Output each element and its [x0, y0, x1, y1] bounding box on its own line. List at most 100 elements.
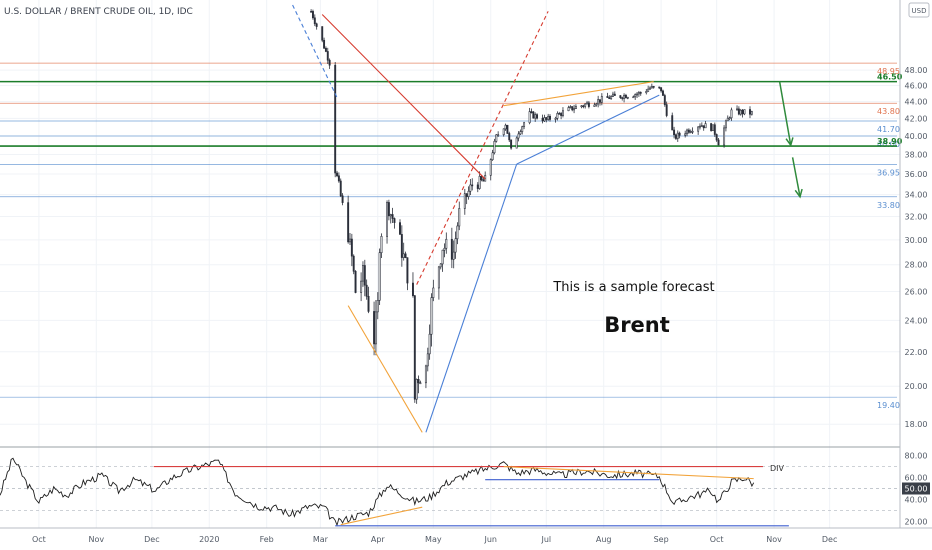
candle	[673, 126, 676, 139]
candle	[726, 115, 729, 122]
candle	[606, 92, 609, 98]
candle	[711, 124, 714, 131]
candle	[411, 272, 414, 298]
candle	[724, 119, 727, 132]
candle	[313, 14, 316, 27]
candle	[365, 279, 368, 300]
candle	[623, 93, 626, 103]
candle	[530, 108, 533, 114]
candle	[736, 105, 739, 111]
candle	[743, 109, 746, 116]
candle	[528, 107, 531, 125]
candle	[404, 251, 407, 259]
candle	[619, 95, 622, 99]
candle	[508, 131, 511, 143]
candle	[311, 9, 314, 20]
candle	[671, 112, 674, 131]
candle	[328, 58, 331, 69]
candle	[323, 37, 326, 49]
candle	[469, 179, 472, 196]
candle	[497, 131, 500, 137]
candle	[691, 127, 694, 134]
candle	[502, 128, 505, 137]
candle	[637, 90, 640, 97]
candle	[519, 129, 522, 136]
candle	[624, 93, 627, 99]
candle	[634, 93, 637, 100]
trend-line	[347, 305, 423, 433]
candle	[393, 217, 396, 229]
level-label: 38.90	[877, 137, 903, 146]
candle	[463, 188, 466, 215]
candle	[674, 133, 677, 141]
candle	[737, 106, 740, 116]
forecast-arrow	[791, 157, 803, 199]
candle	[506, 124, 509, 134]
rsi-trend-line	[503, 466, 754, 480]
candle	[730, 107, 733, 121]
y-tick-label: 36.00	[905, 170, 928, 179]
candle	[713, 122, 716, 137]
candle	[661, 89, 664, 96]
candle	[608, 95, 611, 100]
y-tick-label: 26.00	[905, 287, 928, 296]
chart-title: U.S. DOLLAR / BRENT CRUDE OIL, 1D, IDC	[4, 7, 193, 17]
candle	[595, 102, 598, 107]
candle	[467, 186, 470, 200]
candle	[749, 106, 751, 119]
time-axis: Oct Nov Dec 2020 Feb Mar Apr May Jun Jul Aug Sep Oct…	[32, 535, 837, 544]
candle	[454, 231, 457, 259]
candle	[574, 104, 577, 109]
candle	[367, 286, 370, 314]
y-tick-label: 46.00	[905, 82, 928, 91]
candle	[510, 139, 513, 150]
candle	[399, 219, 401, 235]
candle	[352, 254, 355, 275]
candle	[361, 261, 364, 287]
candle	[360, 272, 363, 302]
candle	[484, 171, 487, 182]
candle	[337, 172, 340, 183]
y-tick-label: 18.00	[905, 420, 928, 429]
candle	[699, 123, 701, 130]
candle	[567, 105, 570, 112]
candle	[687, 128, 690, 134]
candle	[665, 101, 668, 118]
x-tick-label: Nov	[766, 535, 782, 544]
y-tick-label: 44.00	[905, 98, 928, 107]
level-label: 46.50	[877, 73, 903, 82]
grid	[0, 0, 900, 528]
y-tick-label: 24.00	[905, 316, 928, 325]
candle	[339, 178, 342, 198]
currency-button[interactable]: USD	[908, 2, 930, 18]
candle	[723, 125, 726, 148]
candle	[386, 200, 389, 244]
candle	[354, 270, 357, 294]
candle	[561, 107, 564, 118]
candle	[450, 227, 453, 269]
x-tick-label: Oct	[710, 535, 724, 544]
candle	[326, 47, 329, 64]
candle	[584, 103, 587, 109]
y-tick-label: 22.00	[905, 348, 928, 357]
candle	[406, 257, 409, 291]
candle	[495, 134, 498, 143]
rsi-last-value-badge	[902, 482, 930, 495]
x-tick-label: Dec	[144, 535, 159, 544]
level-label: 36.95	[877, 169, 900, 178]
candle	[549, 114, 551, 122]
trend-line	[503, 81, 654, 107]
candle	[652, 85, 655, 89]
trend-line	[416, 11, 549, 285]
candle	[523, 121, 526, 130]
candle	[493, 138, 496, 155]
candle	[310, 9, 313, 13]
candle	[649, 86, 651, 90]
candle	[597, 95, 600, 108]
candle	[426, 347, 429, 372]
candle	[374, 300, 377, 356]
rsi-tick-label: 60.00	[905, 474, 928, 483]
x-tick-label: Dec	[822, 535, 837, 544]
